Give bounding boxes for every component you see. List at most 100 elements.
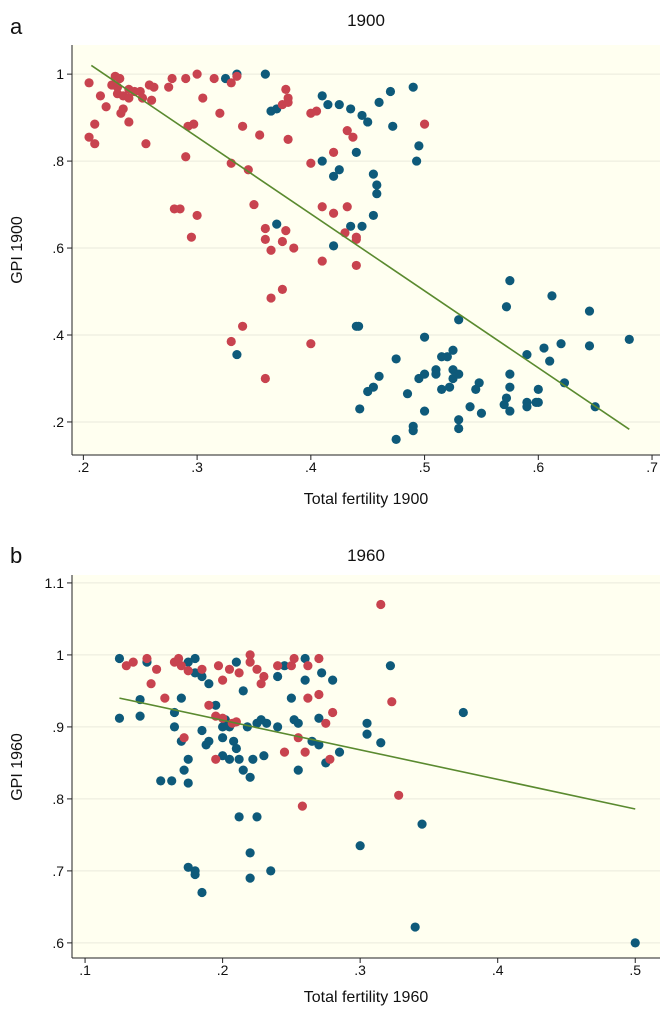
data-point	[363, 117, 373, 127]
data-point	[584, 341, 595, 351]
data-point	[385, 86, 396, 97]
data-point	[388, 121, 398, 131]
data-point	[186, 232, 197, 242]
x-tick-label: .1	[79, 962, 91, 978]
data-point	[90, 139, 100, 149]
y-tick-label: .8	[52, 153, 64, 169]
data-point	[204, 700, 214, 710]
x-tick-label: .5	[419, 459, 431, 475]
data-point	[476, 408, 487, 418]
data-point	[444, 382, 455, 392]
data-point	[348, 132, 358, 142]
data-point	[231, 657, 241, 667]
data-point	[391, 434, 401, 444]
y-tick-label: .6	[52, 240, 64, 256]
data-point	[351, 147, 361, 157]
data-point	[176, 693, 186, 703]
data-point	[391, 354, 401, 364]
data-point	[197, 664, 207, 674]
data-point	[167, 73, 177, 84]
data-point	[238, 686, 248, 696]
data-point	[465, 402, 475, 412]
data-point	[252, 664, 262, 674]
data-point	[259, 671, 269, 682]
data-point	[149, 82, 159, 92]
data-point	[211, 700, 221, 710]
data-point	[533, 397, 543, 407]
data-point	[218, 733, 228, 743]
data-point	[317, 156, 327, 166]
data-point	[501, 302, 512, 312]
data-point	[419, 406, 430, 416]
data-point	[273, 722, 283, 732]
data-point	[630, 938, 640, 948]
data-point	[226, 78, 236, 88]
data-point	[245, 650, 255, 660]
data-point	[454, 423, 464, 434]
data-point	[363, 386, 373, 397]
x-tick-label: .3	[191, 459, 203, 475]
data-point	[328, 171, 339, 181]
data-point	[183, 754, 193, 764]
data-point	[142, 653, 152, 664]
data-point	[175, 204, 185, 214]
data-point	[584, 306, 595, 316]
data-point	[368, 169, 378, 179]
data-point	[249, 199, 259, 210]
data-point	[167, 776, 177, 786]
data-point	[419, 119, 430, 129]
data-point	[260, 373, 270, 384]
data-point	[293, 765, 303, 775]
data-point	[408, 421, 418, 431]
x-tick-label: .2	[78, 459, 90, 475]
data-point	[314, 713, 324, 723]
data-point	[410, 922, 420, 932]
data-point	[256, 679, 266, 689]
data-point	[189, 119, 199, 129]
data-point	[437, 384, 447, 394]
data-point	[334, 99, 344, 110]
data-point	[505, 276, 515, 286]
data-point	[431, 369, 441, 379]
data-point	[215, 108, 225, 118]
x-axis-label: Total fertility 1960	[304, 989, 429, 1006]
data-point	[273, 671, 283, 682]
data-point	[124, 117, 134, 127]
data-point	[412, 156, 422, 166]
data-point	[135, 711, 145, 721]
data-point	[128, 657, 138, 667]
data-point	[224, 664, 235, 674]
data-point	[281, 84, 291, 94]
x-axis-label: Total fertility 1900	[304, 491, 429, 508]
y-tick-label: .4	[52, 327, 64, 343]
data-point	[374, 371, 384, 381]
fit-line	[90, 64, 630, 431]
data-point	[624, 334, 634, 344]
data-point	[372, 189, 382, 199]
data-point	[164, 82, 174, 92]
data-point	[293, 718, 303, 728]
data-point	[351, 260, 361, 271]
y-tick-label: .6	[52, 935, 64, 951]
data-point	[372, 180, 382, 190]
data-point	[260, 234, 270, 244]
data-point	[90, 119, 100, 129]
data-point	[213, 661, 224, 671]
plot-area	[72, 575, 660, 958]
data-point	[260, 223, 270, 234]
data-point	[197, 725, 207, 736]
data-point	[183, 657, 193, 667]
data-point	[273, 661, 283, 671]
x-tick-label: .6	[532, 459, 544, 475]
data-point	[179, 733, 189, 743]
y-tick-label: 1	[56, 66, 64, 82]
data-point	[539, 343, 549, 353]
data-point	[342, 202, 352, 212]
data-point	[317, 256, 327, 266]
data-point	[114, 713, 125, 723]
data-point	[245, 657, 255, 667]
data-point	[252, 812, 262, 822]
data-point	[141, 139, 151, 149]
data-point	[283, 97, 293, 107]
data-point	[442, 352, 452, 362]
